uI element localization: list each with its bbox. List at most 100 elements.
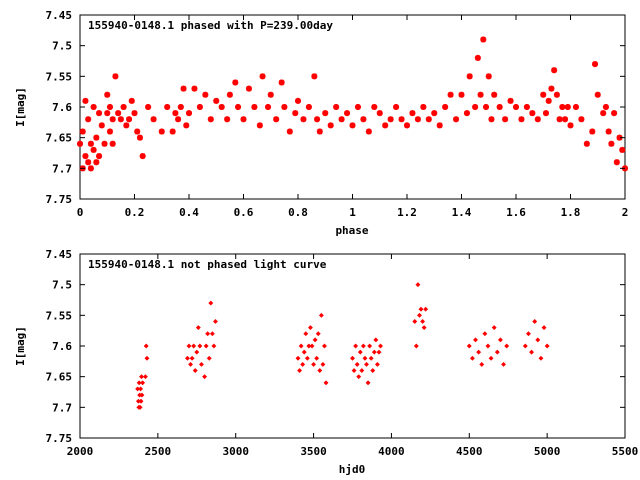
raw-light-curve-panel: 2000 2500 3000 3500 4000 4500 5000 5500 7.45 7.5…	[14, 248, 638, 476]
data-point	[371, 104, 378, 110]
x-tick-label: 4000	[378, 445, 405, 458]
data-points	[135, 282, 550, 410]
data-point	[485, 343, 491, 349]
data-point	[184, 355, 190, 361]
x-axis: 2000 2500 3000 3500 4000 4500 5000 5500	[67, 254, 638, 458]
data-point	[207, 116, 214, 123]
data-point	[534, 116, 541, 123]
data-point	[349, 122, 356, 129]
data-point	[106, 104, 113, 110]
data-point	[504, 343, 510, 349]
data-point	[359, 367, 365, 374]
data-point	[367, 343, 373, 349]
data-point	[491, 91, 498, 98]
data-point	[497, 337, 503, 343]
data-point	[321, 343, 328, 349]
y-axis-label: I[mag]	[14, 326, 27, 366]
data-point	[502, 116, 509, 123]
data-point	[494, 349, 500, 355]
data-point	[212, 318, 219, 325]
x-tick-label: 3000	[222, 445, 249, 458]
data-point	[447, 91, 454, 98]
data-point	[357, 349, 363, 355]
y-tick-label: 7.6	[52, 101, 72, 114]
data-point	[594, 91, 601, 98]
data-point	[315, 331, 321, 337]
data-point	[194, 349, 200, 355]
data-point	[93, 134, 100, 141]
data-point	[186, 343, 192, 349]
data-point	[128, 97, 135, 104]
data-point	[365, 128, 372, 135]
data-point	[189, 355, 195, 361]
data-point	[138, 398, 144, 404]
data-point	[542, 110, 549, 117]
data-point	[232, 79, 239, 86]
data-point	[472, 337, 479, 343]
data-point	[477, 91, 484, 98]
data-point	[134, 128, 141, 135]
data-point	[370, 367, 376, 374]
data-point	[256, 122, 263, 129]
data-point	[589, 128, 596, 135]
x-tick-label: 1.8	[561, 206, 581, 219]
data-point	[412, 318, 418, 325]
data-point	[453, 116, 460, 123]
data-point	[117, 116, 124, 123]
data-point	[608, 140, 615, 147]
data-point	[87, 165, 94, 172]
data-point	[507, 97, 514, 104]
data-point	[85, 116, 92, 123]
data-point	[143, 343, 149, 349]
data-point	[541, 325, 547, 331]
data-point	[311, 73, 318, 80]
x-tick-label: 1.6	[506, 206, 526, 219]
data-point	[466, 343, 472, 349]
y-tick-label: 7.7	[52, 162, 72, 175]
data-point	[323, 380, 329, 386]
data-point	[297, 367, 303, 374]
data-point	[301, 349, 307, 355]
data-point	[138, 374, 145, 380]
data-point	[300, 361, 306, 367]
data-point	[320, 361, 326, 367]
data-point	[525, 331, 532, 337]
x-tick-label: 3500	[300, 445, 327, 458]
data-point	[469, 355, 475, 361]
data-point	[416, 312, 423, 318]
data-point	[197, 343, 203, 349]
data-point	[139, 153, 146, 160]
data-point	[583, 140, 590, 147]
data-point	[273, 116, 280, 123]
data-point	[203, 343, 209, 349]
data-point	[371, 349, 377, 355]
data-point	[104, 110, 111, 117]
data-point	[112, 73, 119, 80]
data-point	[224, 116, 231, 123]
data-point	[300, 116, 307, 123]
x-tick-label: 2500	[145, 445, 172, 458]
chart-title: 155940-0148.1 phased with P=239.00day	[88, 19, 333, 32]
data-point	[150, 116, 157, 123]
data-point	[142, 374, 148, 380]
chart-title: 155940-0148.1 not phased light curve	[88, 258, 327, 271]
data-point	[104, 91, 111, 98]
x-tick-label: 1	[349, 206, 356, 219]
data-point	[540, 91, 547, 98]
data-point	[415, 282, 421, 288]
data-points	[77, 36, 628, 172]
data-point	[556, 116, 563, 123]
data-point	[376, 349, 382, 355]
data-point	[354, 361, 360, 367]
data-point	[548, 85, 555, 92]
data-point	[518, 116, 525, 123]
data-point	[138, 386, 144, 392]
y-tick-label: 7.55	[46, 70, 73, 83]
data-point	[368, 355, 374, 361]
data-point	[186, 110, 192, 117]
data-point	[353, 343, 359, 349]
data-point	[387, 116, 394, 123]
data-point	[463, 110, 470, 117]
data-point	[180, 85, 187, 92]
